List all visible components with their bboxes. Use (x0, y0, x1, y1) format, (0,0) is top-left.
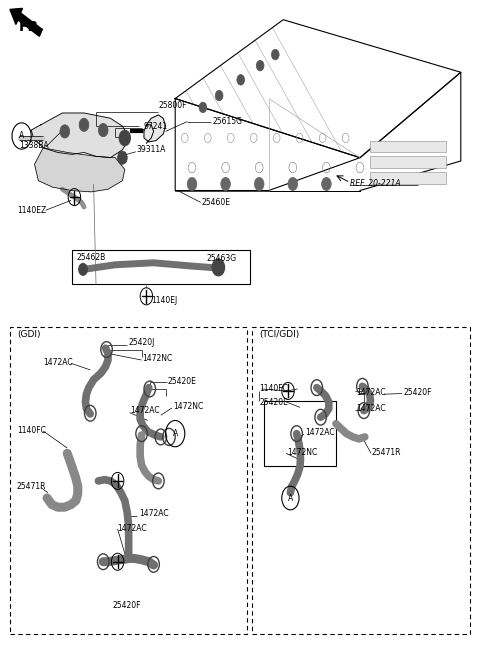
Text: REF. 20-221A: REF. 20-221A (350, 179, 401, 189)
Text: 25471R: 25471R (17, 482, 46, 491)
Text: 25420E: 25420E (168, 376, 197, 386)
Text: 25463G: 25463G (206, 254, 237, 263)
Polygon shape (31, 113, 130, 158)
Text: 1472AC: 1472AC (305, 428, 335, 438)
Bar (370, 172, 446, 184)
Text: 25462B: 25462B (77, 253, 106, 262)
Text: 1472NC: 1472NC (173, 401, 203, 411)
Bar (370, 156, 446, 168)
Circle shape (322, 177, 331, 191)
Text: A: A (173, 429, 178, 438)
Text: 25420F: 25420F (403, 388, 432, 397)
Circle shape (60, 125, 70, 138)
Polygon shape (144, 115, 166, 143)
Text: 1472AC: 1472AC (118, 524, 147, 533)
Circle shape (237, 75, 244, 85)
Text: 25420E: 25420E (259, 398, 288, 407)
Text: 1472AC: 1472AC (357, 388, 386, 397)
Text: A: A (288, 493, 293, 503)
Circle shape (199, 102, 207, 113)
Text: 1472AC: 1472AC (139, 509, 169, 518)
Circle shape (221, 177, 230, 191)
Bar (370, 141, 446, 152)
Circle shape (256, 60, 264, 71)
Text: 25471R: 25471R (372, 447, 401, 457)
Text: 1472AC: 1472AC (43, 358, 73, 367)
Text: A: A (19, 131, 24, 141)
Bar (252, 327, 470, 634)
Text: 1140FC: 1140FC (17, 426, 46, 435)
Text: 25460E: 25460E (202, 198, 230, 207)
Text: 1140EZ: 1140EZ (17, 206, 46, 215)
Text: 25800F: 25800F (158, 101, 187, 110)
Circle shape (79, 118, 89, 131)
Circle shape (215, 91, 223, 101)
Text: 1472NC: 1472NC (143, 353, 173, 363)
Circle shape (212, 259, 225, 276)
Text: 1472AC: 1472AC (131, 406, 160, 415)
Bar (10, 327, 247, 634)
Text: 1472AC: 1472AC (357, 404, 386, 413)
Circle shape (272, 49, 279, 60)
Circle shape (118, 151, 127, 164)
Circle shape (98, 124, 108, 137)
Text: 1338BA: 1338BA (19, 141, 49, 150)
Text: 97241: 97241 (143, 122, 167, 131)
Text: 39311A: 39311A (137, 145, 166, 154)
Polygon shape (35, 148, 125, 192)
Text: (GDI): (GDI) (17, 330, 40, 339)
Text: (TCI/GDI): (TCI/GDI) (259, 330, 300, 339)
Circle shape (288, 177, 298, 191)
Text: 25615G: 25615G (212, 117, 242, 126)
Circle shape (119, 130, 131, 146)
Bar (264, 401, 336, 466)
Bar (72, 250, 250, 284)
Text: 25420F: 25420F (113, 601, 142, 610)
Text: 1140FC: 1140FC (259, 384, 288, 394)
Circle shape (79, 263, 87, 275)
Circle shape (254, 177, 264, 191)
Text: FR.: FR. (19, 20, 45, 34)
Text: 1140EJ: 1140EJ (151, 296, 178, 305)
Circle shape (187, 177, 197, 191)
Text: 1472NC: 1472NC (287, 447, 317, 457)
FancyArrow shape (10, 9, 42, 36)
Text: 25420J: 25420J (129, 338, 155, 348)
